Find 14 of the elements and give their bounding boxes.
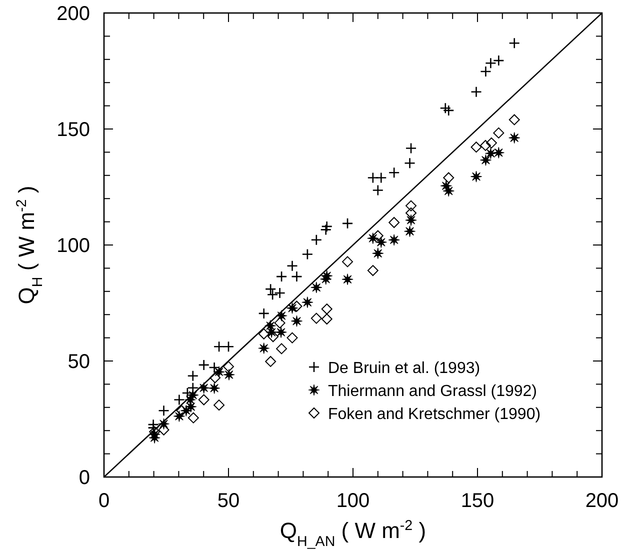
x-tick-label: 150 [460, 490, 494, 512]
y-tick-label: 0 [78, 467, 90, 489]
y-tick-label: 200 [56, 3, 90, 25]
x-axis-title: Q$_{H_AN}$ ( W m$^{-2}$ ) [280, 518, 426, 550]
x-tick-label: 200 [585, 490, 619, 512]
y-tick-label: 150 [56, 119, 90, 141]
legend-label: Thiermann and Grassl (1992) [328, 383, 537, 400]
y-tick-label: 50 [68, 351, 90, 373]
x-tick-label: 0 [98, 490, 110, 512]
y-tick-label: 100 [56, 235, 90, 257]
x-tick-label: 100 [336, 490, 370, 512]
legend-label: Foken and Kretschmer (1990) [328, 406, 541, 423]
legend-label: De Bruin et al. (1993) [328, 360, 480, 377]
x-tick-label: 50 [217, 490, 240, 512]
